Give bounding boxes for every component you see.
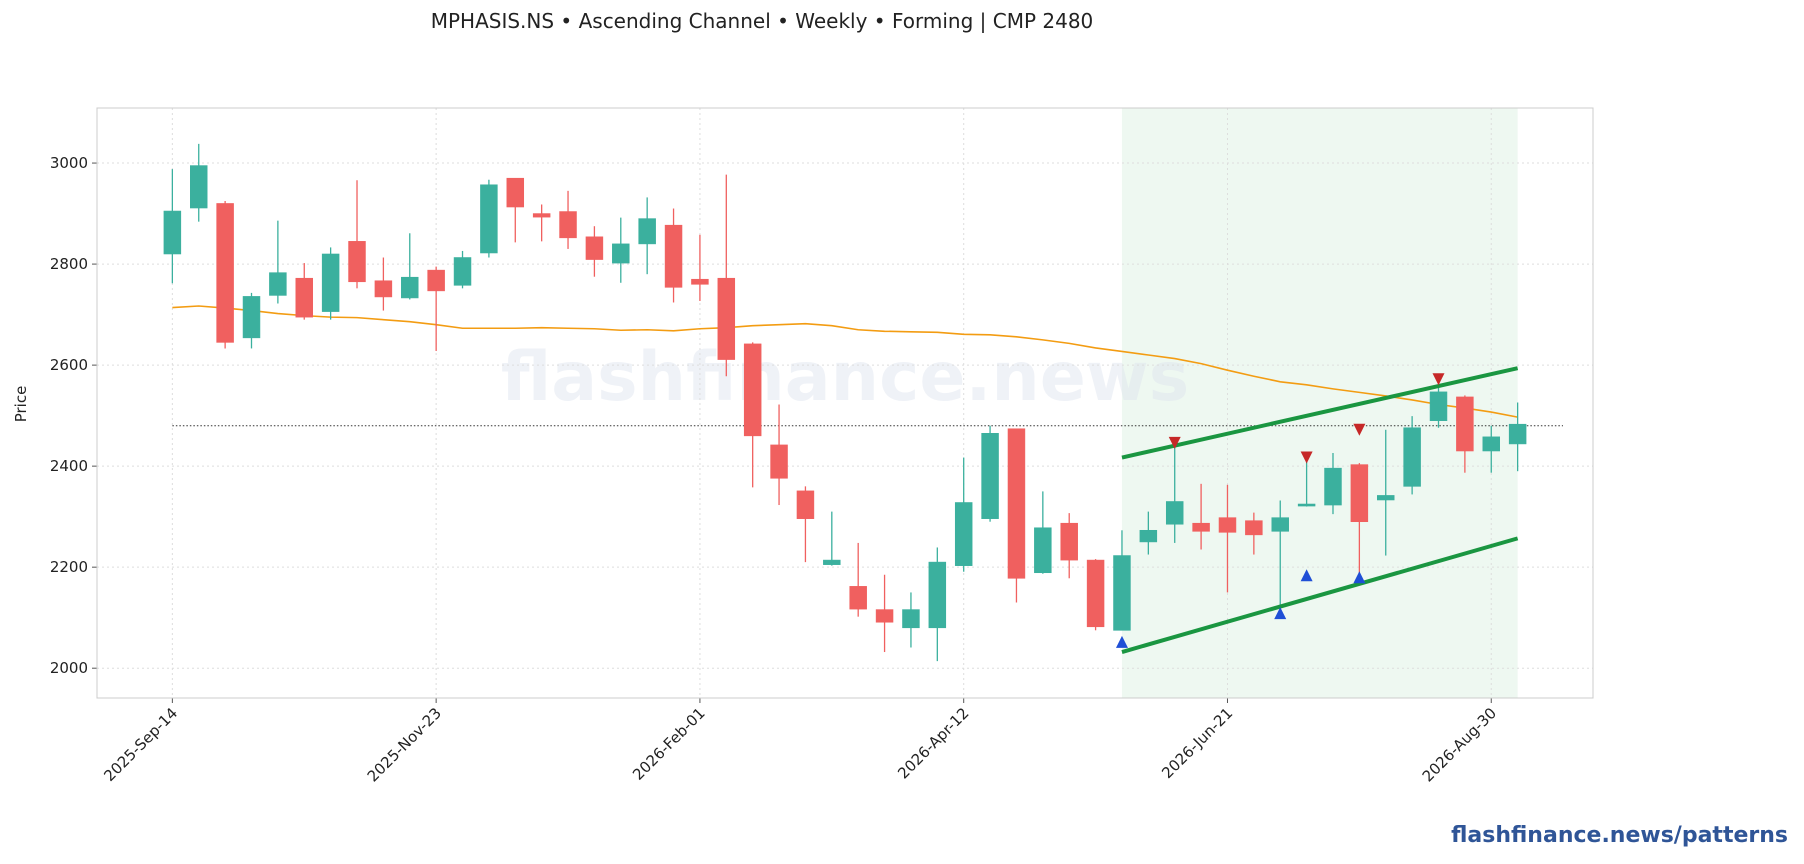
x-tick-label: 2026-Apr-12 [894, 704, 972, 782]
pivot-high [1300, 451, 1313, 464]
y-axis-label: Price [12, 386, 30, 423]
candle-body [242, 296, 261, 339]
candle-body [1297, 503, 1316, 507]
y-tick-label: 2200 [50, 558, 88, 576]
candle-body [1350, 464, 1369, 523]
candle-body [1482, 436, 1500, 452]
candle-body [664, 224, 683, 288]
candle-body [691, 278, 709, 285]
candle-body [216, 203, 234, 343]
candle-body [717, 277, 736, 360]
candle-body [849, 586, 867, 610]
candle-body [954, 502, 973, 566]
candle-body [559, 211, 577, 239]
candle-body [532, 213, 551, 218]
candle-body [1456, 396, 1474, 452]
candle-body [875, 609, 894, 623]
candle-body [453, 257, 472, 286]
pivot-high [1353, 423, 1366, 436]
candle-body [1034, 527, 1052, 574]
y-tick-label: 3000 [50, 154, 88, 172]
pivot-low [1353, 571, 1366, 584]
candle-body [796, 490, 815, 519]
candle-body [1377, 495, 1395, 501]
candle-body [427, 269, 445, 292]
candle-body [1139, 529, 1158, 543]
footer: flashfinance.news/patterns [1451, 823, 1788, 848]
candle-body [1086, 559, 1105, 628]
candle-body [638, 218, 656, 245]
y-tick-label: 2600 [50, 356, 88, 374]
candle-body [981, 433, 999, 519]
x-tick-label: 2025-Nov-23 [364, 704, 445, 785]
plot-frame [96, 107, 1594, 699]
x-tick-label: 2026-Aug-30 [1419, 704, 1500, 785]
candle-body [1403, 427, 1421, 487]
candle-body [1192, 522, 1210, 532]
watermark: flashfinance.news [501, 338, 1189, 417]
y-tick-label: 2000 [50, 659, 88, 677]
candle-body [1245, 520, 1263, 536]
candle-body [1218, 517, 1237, 533]
candle-body [928, 561, 947, 629]
candle-body [506, 177, 525, 208]
x-tick-label: 2025-Sep-14 [100, 704, 181, 785]
pattern-zone [1121, 108, 1518, 698]
pivot-low [1274, 607, 1287, 620]
candle-body [770, 444, 788, 479]
y-tick-label: 2400 [50, 457, 88, 475]
y-tick-label: 2800 [50, 255, 88, 273]
pivot-low [1300, 569, 1313, 582]
candle-body [585, 236, 604, 260]
moving-average [172, 305, 1518, 418]
candle-body [1429, 391, 1448, 421]
channel-upper [1121, 366, 1519, 460]
candle-body [190, 165, 208, 209]
candle-body [743, 343, 762, 437]
candle-body [1165, 501, 1184, 525]
candle-body [295, 277, 313, 318]
x-tick-label: 2026-Feb-01 [629, 704, 709, 784]
candle-body [163, 210, 182, 255]
candle-body [1060, 522, 1078, 561]
pivot-high [1432, 373, 1445, 386]
x-tick-label: 2026-Jun-21 [1158, 704, 1236, 782]
pivot-low [1115, 635, 1128, 648]
candle-body [1113, 555, 1131, 631]
chart-title: MPHASIS.NS • Ascending Channel • Weekly … [431, 9, 1094, 33]
candle-body [374, 280, 393, 298]
candle-body [1508, 423, 1527, 445]
candle-body [1271, 517, 1289, 532]
pivot-high [1168, 436, 1181, 449]
candle-body [321, 253, 340, 312]
candle-body [401, 276, 419, 299]
candle-body [1007, 428, 1026, 579]
candle-body [1324, 467, 1342, 506]
candle-body [612, 243, 630, 264]
candle-body [269, 272, 287, 296]
candle-body [348, 241, 366, 283]
candle-body [480, 184, 498, 254]
candle-body [823, 559, 841, 565]
channel-lower [1121, 536, 1519, 654]
candle-body [902, 609, 920, 629]
